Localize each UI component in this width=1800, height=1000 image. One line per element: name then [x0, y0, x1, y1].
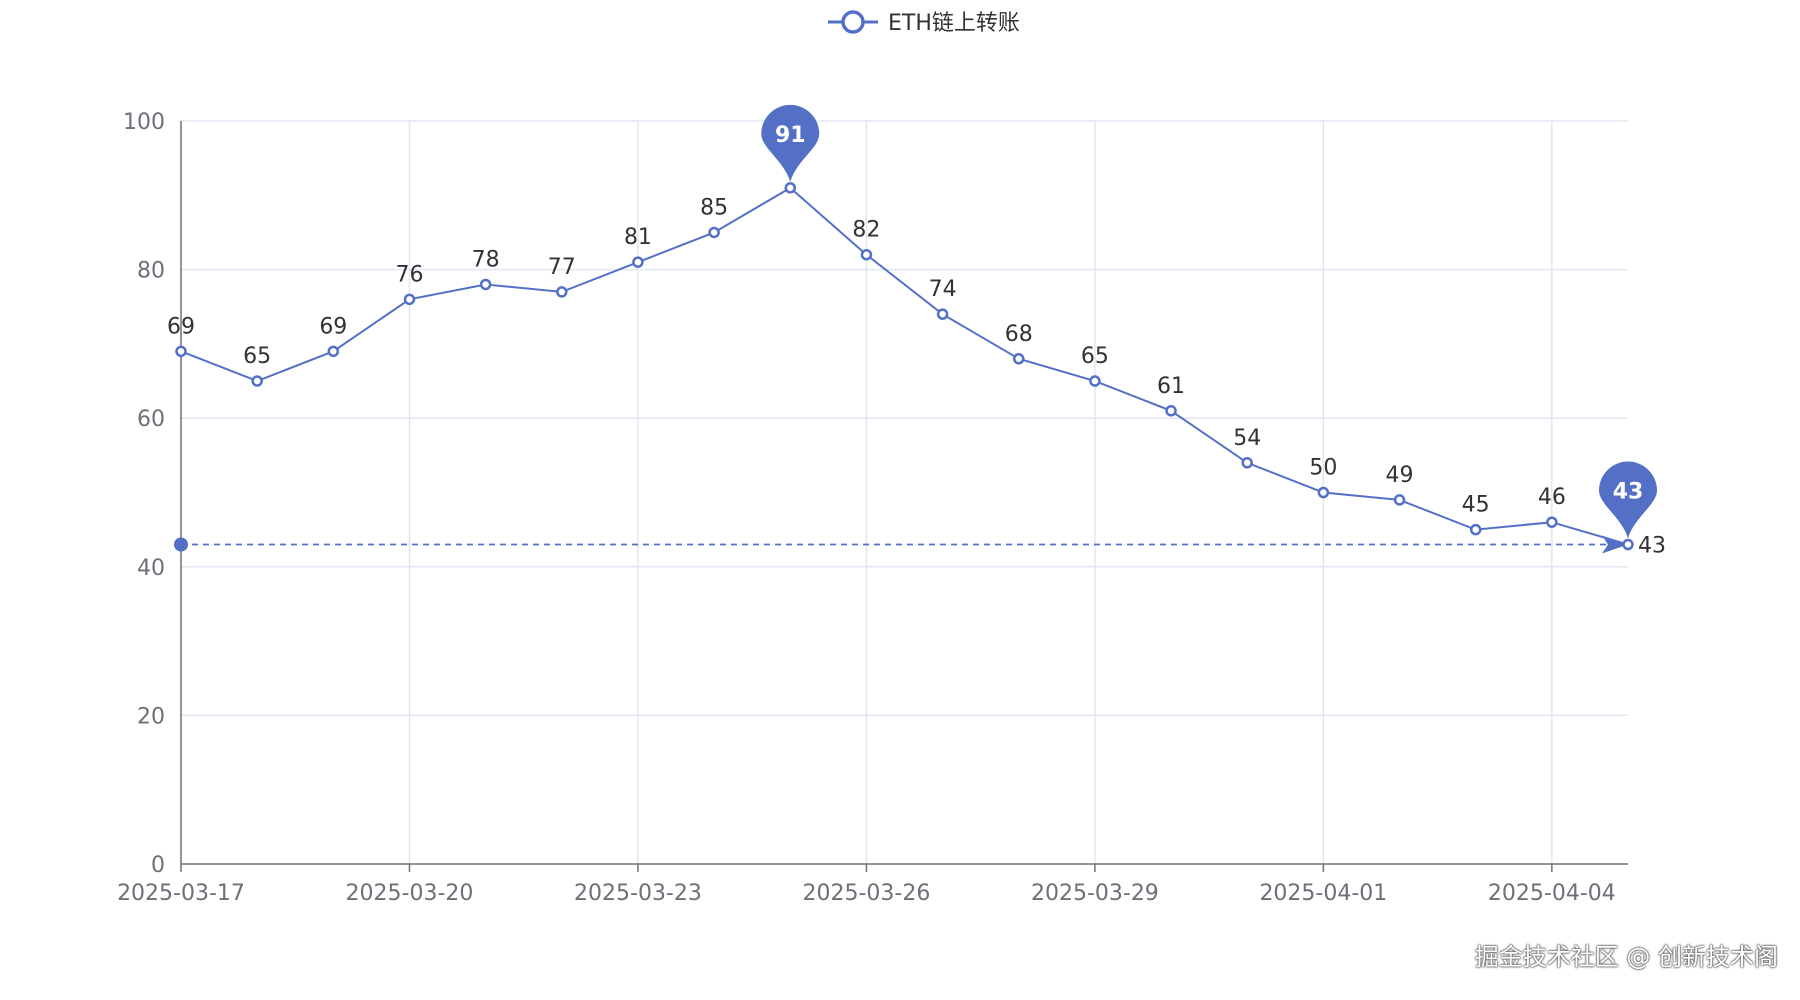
- data-point: [708, 226, 720, 239]
- y-tick-label: 0: [151, 853, 165, 878]
- data-point: [1317, 486, 1330, 499]
- mark-point-label: 43: [1613, 480, 1644, 505]
- data-point: [327, 345, 340, 358]
- x-tick-label: 2025-04-04: [1488, 881, 1616, 906]
- data-point: [860, 248, 873, 261]
- legend-label: ETH链上转账: [888, 11, 1020, 36]
- data-label: 85: [700, 195, 728, 220]
- data-point: [556, 286, 568, 298]
- data-label: 78: [472, 247, 500, 272]
- x-tick-label: 2025-03-20: [346, 881, 474, 906]
- x-tick-label: 2025-03-17: [117, 881, 245, 906]
- watermark: 掘金技术社区 @ 创新技术阁: [1474, 943, 1778, 971]
- series-line: [180, 186, 1629, 546]
- data-point: [1241, 457, 1253, 469]
- data-label: 45: [1462, 493, 1490, 518]
- data-label: 54: [1233, 426, 1261, 451]
- mark-point-label: 91: [775, 123, 806, 148]
- data-label: 61: [1157, 374, 1185, 399]
- x-tick-label: 2025-03-26: [802, 881, 930, 906]
- mark-point-min: 43: [1599, 461, 1657, 539]
- y-tick-label: 80: [137, 259, 165, 284]
- mark-line-label: 43: [1638, 534, 1666, 559]
- x-tick-label: 2025-03-23: [574, 881, 702, 906]
- data-point: [1393, 494, 1406, 506]
- data-point: [1012, 353, 1025, 365]
- data-point: [1089, 375, 1101, 387]
- mark-point-max: 91: [761, 104, 820, 182]
- data-label: 74: [929, 277, 957, 302]
- x-tick-label: 2025-04-01: [1259, 881, 1387, 906]
- data-point: [632, 256, 644, 268]
- data-point: [403, 293, 416, 306]
- data-point: [1165, 405, 1177, 417]
- axis-layer: 0 20 40 60 80 100 2025-03-17 2025-03-20 2025-03-…: [117, 110, 1628, 906]
- mark-line-layer: 43: [174, 534, 1666, 559]
- data-point: [1546, 516, 1558, 528]
- data-label: 77: [548, 255, 576, 280]
- legend[interactable]: ETH链上转账: [828, 10, 1020, 36]
- data-point: [175, 345, 187, 358]
- series-layer: [175, 182, 1634, 551]
- data-label: 69: [319, 314, 347, 339]
- data-label: 82: [852, 218, 880, 243]
- data-label-layer: 69 65 69 76 78 77 81 85 82 74 68 65 61 54 50 49 45 46: [167, 195, 1566, 517]
- mark-point-layer: 91 43: [761, 104, 1657, 539]
- data-label: 76: [395, 262, 423, 287]
- data-point: [784, 182, 797, 194]
- data-label: 65: [1081, 344, 1109, 369]
- data-label: 69: [167, 314, 195, 339]
- x-tick-label: 2025-03-29: [1031, 881, 1159, 906]
- data-label: 68: [1005, 322, 1033, 347]
- mark-point-pin: [1599, 461, 1657, 539]
- y-tick-label: 100: [123, 110, 165, 135]
- y-tick-label: 20: [137, 704, 165, 729]
- data-point: [936, 308, 949, 320]
- data-label: 46: [1538, 485, 1566, 510]
- mark-line-arrow: [1602, 535, 1628, 554]
- data-label: 81: [624, 225, 652, 250]
- data-point: [1469, 523, 1482, 536]
- legend-circle-icon: [841, 10, 865, 34]
- y-tick-label: 40: [137, 556, 165, 581]
- data-label: 65: [243, 344, 271, 369]
- data-label: 49: [1386, 463, 1414, 488]
- data-label: 50: [1309, 456, 1337, 481]
- grid-layer: [181, 120, 1628, 864]
- data-point: [1622, 538, 1634, 551]
- data-point: [251, 375, 263, 387]
- mark-point-pin: [761, 104, 820, 182]
- data-point: [479, 278, 492, 291]
- y-tick-label: 60: [137, 407, 165, 432]
